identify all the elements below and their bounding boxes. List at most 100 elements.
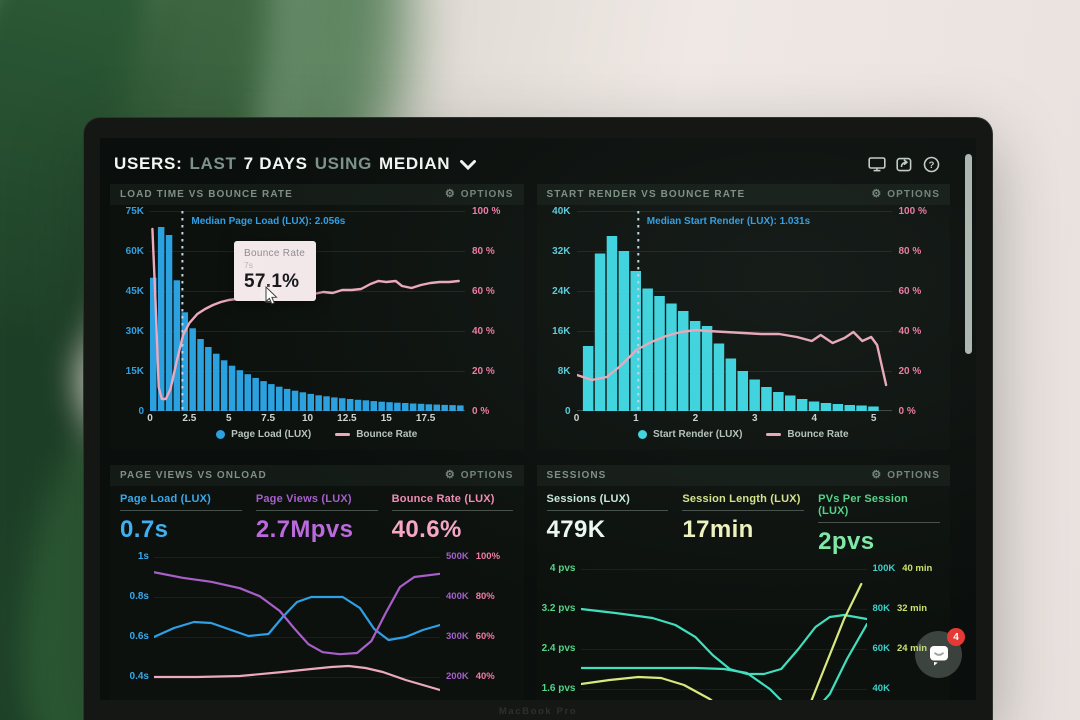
metric: Page Views (LUX) 2.7Mpvs: [255, 493, 378, 544]
x-axis-tick: 7.5: [261, 413, 276, 424]
options-button[interactable]: ⚙ OPTIONS: [444, 469, 514, 482]
y-axis-tick: 2.4 pvs: [541, 643, 576, 654]
chart-area: 75K 60K 45K 30K 15K 0 Median Page Load (LUX):…: [110, 205, 524, 417]
y-axis-tick: 0 %: [898, 406, 916, 417]
legend-dot-marker: [637, 430, 647, 439]
metric-row: Sessions (LUX) 479K Session Length (LUX) 17…: [537, 486, 951, 558]
panel-title: SESSIONS: [546, 470, 607, 481]
x-axis: 0 1 2 3 4 5: [574, 411, 892, 426]
y-axis-right: 100 % 80 % 60 % 40 % 20 % 0 %: [465, 206, 507, 417]
options-button[interactable]: ⚙ OPTIONS: [871, 470, 940, 482]
x-axis-tick: 12.5: [337, 413, 357, 424]
metric: Bounce Rate (LUX) 40.6%: [391, 493, 514, 544]
chart-legend: Start Render (LUX) Bounce Rate: [537, 429, 951, 440]
metric-value: 40.6%: [391, 516, 462, 543]
line-chart: [579, 569, 868, 700]
panel-header: START RENDER VS BOUNCE RATE ⚙ OPTIONS: [536, 184, 950, 205]
y-axis-tick: 80 %: [472, 246, 495, 257]
y-axis-tick: 0.4s: [129, 671, 149, 682]
y-axis-tick: 20 %: [472, 366, 495, 377]
legend-line-marker: [335, 433, 351, 436]
metric: Page Load (LUX) 0.7s: [120, 493, 242, 544]
x-axis: 0 2.5 5 7.5 10 12.5 15 17.5: [147, 411, 465, 426]
panel-start-render-vs-bounce-rate: START RENDER VS BOUNCE RATE ⚙ OPTIONS 40…: [536, 184, 951, 450]
x-axis-tick: 5: [225, 413, 232, 424]
options-button[interactable]: ⚙ OPTIONS: [871, 189, 940, 201]
chart-plot[interactable]: Median Start Render (LUX): 1.031s: [576, 211, 892, 411]
display-icon[interactable]: [868, 156, 886, 172]
y-axis-tick: 30K: [125, 326, 144, 337]
y-axis-tick: 24K: [552, 286, 571, 297]
line-chart: [152, 557, 442, 692]
legend-item: Start Render (LUX): [637, 429, 742, 440]
plant-leaf: [330, 0, 420, 140]
panel-title: LOAD TIME VS BOUNCE RATE: [120, 189, 293, 200]
legend-line-marker: [766, 433, 782, 436]
analytics-dashboard: USERS: LAST 7 DAYS USING MEDIAN ?: [100, 138, 976, 700]
y-axis-tick: 1.6 pvs: [541, 683, 576, 694]
gear-icon: ⚙: [444, 469, 456, 481]
y-axis-tick: 100 %: [898, 206, 927, 217]
options-label: OPTIONS: [460, 470, 514, 481]
options-label: OPTIONS: [887, 470, 940, 481]
date-range-selector[interactable]: USERS: LAST 7 DAYS USING MEDIAN: [114, 154, 477, 174]
metric-value: 2.7Mpvs: [255, 516, 354, 543]
metric: PVs Per Session (LUX) 2pvs: [818, 493, 940, 556]
share-icon[interactable]: [896, 156, 913, 173]
chat-bubble-icon: [929, 645, 948, 666]
y-axis-left: 1s 0.8s 0.6s 0.4s: [112, 548, 154, 700]
y-axis-right: 100 % 80 % 60 % 40 % 20 % 0 %: [892, 206, 934, 417]
y-axis-tick: 4 pvs: [549, 563, 576, 574]
y-axis-right: 100K 40 min 80K 32 min 60K 24 min 40K: [867, 560, 936, 700]
x-axis-tick: 10: [301, 413, 314, 424]
chat-button[interactable]: 4: [915, 628, 965, 678]
y-axis-tick: 300K 60%: [446, 631, 495, 642]
y-axis-tick: 3.2 pvs: [541, 603, 576, 614]
scrollbar[interactable]: [965, 154, 972, 354]
dashboard-screen: USERS: LAST 7 DAYS USING MEDIAN ?: [100, 138, 976, 700]
y-axis-tick: 60K: [125, 246, 144, 257]
y-axis-left: 75K 60K 45K 30K 15K 0: [112, 206, 150, 417]
y-axis-tick: 400K 80%: [446, 591, 495, 602]
metric-divider: [818, 522, 940, 523]
help-icon[interactable]: ?: [923, 156, 940, 173]
options-label: OPTIONS: [887, 189, 940, 200]
chart-plot[interactable]: [152, 548, 442, 700]
x-axis-tick: 5: [870, 413, 877, 424]
y-axis-tick: 15K: [125, 366, 144, 377]
legend-item: Page Load (LUX): [216, 429, 311, 440]
metric-value: 17min: [682, 516, 754, 543]
y-axis-tick: 40K: [872, 683, 890, 694]
tooltip-series: Bounce Rate: [244, 248, 306, 259]
panel-header: LOAD TIME VS BOUNCE RATE ⚙ OPTIONS: [110, 184, 524, 205]
dashboard-header: USERS: LAST 7 DAYS USING MEDIAN ?: [100, 138, 976, 184]
y-axis-tick: 45K: [125, 286, 144, 297]
y-axis-tick: 0.8s: [129, 591, 149, 602]
panel-header: SESSIONS ⚙ OPTIONS: [536, 465, 950, 486]
laptop: USERS: LAST 7 DAYS USING MEDIAN ?: [84, 118, 992, 720]
y-axis-tick: 0 %: [472, 406, 490, 417]
chart-plot[interactable]: [579, 560, 868, 700]
device-label: MacBook Pro: [498, 706, 578, 717]
x-axis-tick: 15: [380, 413, 392, 424]
x-axis-tick: 3: [752, 413, 758, 424]
metric-label: PVs Per Session (LUX): [818, 493, 908, 517]
y-axis-tick: 40 %: [898, 326, 922, 337]
chart-plot[interactable]: Median Page Load (LUX): 2.056s Bounce Ra…: [150, 211, 465, 411]
title-segment: LAST: [189, 154, 237, 173]
options-button[interactable]: ⚙ OPTIONS: [445, 189, 514, 201]
y-axis-tick: 100 %: [472, 206, 501, 217]
title-segment: 7 DAYS: [243, 154, 308, 173]
metric-label: Page Load (LUX): [120, 493, 212, 505]
y-axis-tick: 32K: [552, 246, 571, 257]
chart-area: 1s 0.8s 0.6s 0.4s 500K 100% 400K 80% 300K 60% 200…: [110, 546, 524, 700]
y-axis-tick: 20 %: [898, 366, 922, 377]
y-axis-tick: 40 %: [472, 326, 495, 337]
chart-tooltip: Bounce Rate 7s 57.1%: [234, 241, 317, 301]
y-axis-tick: 80 %: [898, 246, 922, 257]
y-axis-tick: 60 %: [898, 286, 922, 297]
y-axis-tick: 0: [564, 406, 571, 417]
tooltip-value: 57.1%: [244, 271, 300, 292]
metric-divider: [682, 510, 805, 511]
